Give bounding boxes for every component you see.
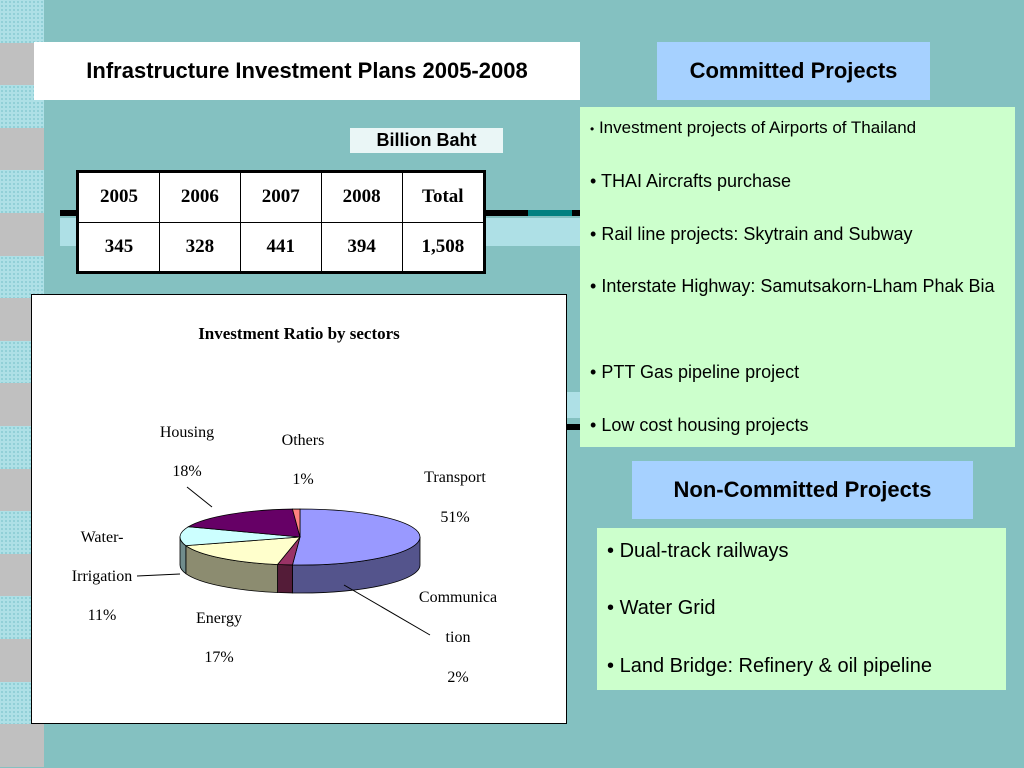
pie-slice-3 xyxy=(179,526,301,547)
decor-bar-dotted-lower xyxy=(565,392,581,418)
bullet-icon: • xyxy=(590,224,597,244)
table-cell: 441 xyxy=(239,221,322,273)
pie-slice-5 xyxy=(291,508,301,538)
list-item-text: Interstate Highway: Samutsakorn-Lham Pha… xyxy=(601,276,995,296)
list-item: • Water Grid xyxy=(607,597,1000,620)
leader-line-housing xyxy=(186,486,213,508)
pie-slices xyxy=(179,508,421,566)
label-energy: Energy xyxy=(196,610,242,627)
list-item: • Interstate Highway: Samutsakorn-Lham P… xyxy=(590,269,1007,303)
label-communication-line1: Communica xyxy=(419,589,497,606)
list-item: • Dual-track railways xyxy=(607,540,1000,563)
unit-label: Billion Baht xyxy=(350,128,503,153)
bullet-icon: • xyxy=(607,655,615,677)
pie-side-1 xyxy=(277,564,293,594)
bullet-icon: • xyxy=(590,171,597,191)
list-item: • Rail line projects: Skytrain and Subwa… xyxy=(590,217,1007,251)
leader-line-water xyxy=(136,573,181,577)
bullet-icon: • xyxy=(590,415,597,435)
list-item: • PTT Gas pipeline project xyxy=(590,355,1007,389)
label-transport: Transport xyxy=(424,469,486,486)
label-transport-pct: 51% xyxy=(440,509,469,526)
list-item: • THAI Aircrafts purchase xyxy=(590,164,1007,198)
list-item: • Investment projects of Airports of Tha… xyxy=(590,111,1007,146)
list-item-text: Water Grid xyxy=(619,597,716,619)
label-energy-pct: 17% xyxy=(204,649,233,666)
pie-slice-0 xyxy=(291,508,421,566)
table-cell: 328 xyxy=(158,221,241,273)
investment-table: 2005 2006 2007 2008 Total 345 328 441 39… xyxy=(76,170,486,274)
bullet-icon: • xyxy=(590,122,595,136)
table-header-cell: 2005 xyxy=(77,171,160,223)
list-item-text: THAI Aircrafts purchase xyxy=(601,171,792,191)
bullet-icon: • xyxy=(607,597,615,619)
noncommitted-heading-text: Non-Committed Projects xyxy=(673,477,932,502)
table-row: 345 328 441 394 1,508 xyxy=(77,221,486,273)
label-water-line2: Irrigation xyxy=(72,568,132,585)
table-header-cell: 2008 xyxy=(320,171,403,223)
list-item: • Land Bridge: Refinery & oil pipeline xyxy=(607,655,1000,678)
table-header-cell: Total xyxy=(401,171,486,223)
label-others: Others xyxy=(282,432,325,449)
bullet-icon: • xyxy=(590,362,597,382)
committed-list: • Investment projects of Airports of Tha… xyxy=(580,107,1015,447)
table-cell: 345 xyxy=(77,221,160,273)
label-housing: Housing xyxy=(160,424,214,441)
decor-bar-black-lower xyxy=(565,424,581,430)
bullet-icon: • xyxy=(607,540,615,562)
noncommitted-heading: Non-Committed Projects xyxy=(632,461,973,519)
page-title-text: Infrastructure Investment Plans 2005-200… xyxy=(86,58,528,83)
table-cell: 1,508 xyxy=(401,221,486,273)
label-water-line1: Water- xyxy=(81,529,124,546)
list-item-text: Investment projects of Airports of Thail… xyxy=(598,118,917,137)
label-communication-pct: 2% xyxy=(447,669,468,686)
pie-sides xyxy=(179,536,421,594)
list-item-text: Dual-track railways xyxy=(619,540,789,562)
pie-chart: Investment Ratio by sectors Housing 18% … xyxy=(72,324,497,686)
decor-bar-teal xyxy=(528,210,572,216)
noncommitted-list: • Dual-track railways • Water Grid • Lan… xyxy=(597,528,1006,690)
table-header-row: 2005 2006 2007 2008 Total xyxy=(77,171,486,223)
list-item-text: Low cost housing projects xyxy=(601,415,809,435)
committed-heading: Committed Projects xyxy=(657,42,930,100)
pie-chart-panel: Investment Ratio by sectors Housing 18% … xyxy=(31,294,567,724)
table-header-cell: 2007 xyxy=(239,171,322,223)
page-title: Infrastructure Investment Plans 2005-200… xyxy=(34,42,580,100)
unit-label-text: Billion Baht xyxy=(376,130,477,150)
list-item: • Low cost housing projects xyxy=(590,408,1007,442)
chart-title: Investment Ratio by sectors xyxy=(198,324,400,343)
table-header-cell: 2006 xyxy=(158,171,241,223)
label-water-pct: 11% xyxy=(88,607,117,624)
committed-heading-text: Committed Projects xyxy=(689,58,898,83)
bullet-icon: • xyxy=(590,276,597,296)
list-item-text: PTT Gas pipeline project xyxy=(601,362,800,382)
list-item-text: Land Bridge: Refinery & oil pipeline xyxy=(619,655,932,677)
table-cell: 394 xyxy=(320,221,403,273)
pie-slice-4 xyxy=(187,508,301,538)
leader-line-communication xyxy=(343,584,431,636)
list-item-text: Rail line projects: Skytrain and Subway xyxy=(601,224,913,244)
label-communication-line2: tion xyxy=(446,629,471,646)
label-housing-pct: 18% xyxy=(172,463,201,480)
label-others-pct: 1% xyxy=(292,471,313,488)
